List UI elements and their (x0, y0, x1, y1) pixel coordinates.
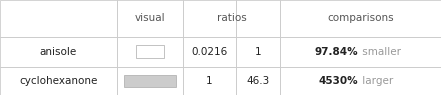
Text: 4530%: 4530% (319, 76, 358, 86)
Text: 1: 1 (254, 47, 262, 57)
Bar (0, 37, 117, 67)
Text: smaller: smaller (359, 47, 401, 57)
Text: visual: visual (135, 13, 165, 23)
Bar (117, 0, 183, 37)
Bar (183, 37, 236, 67)
Text: 46.3: 46.3 (247, 76, 269, 86)
Bar (0, 0, 117, 37)
Bar (236, 67, 280, 95)
Bar (280, 37, 441, 67)
Text: ratios: ratios (217, 13, 247, 23)
Bar (183, 67, 236, 95)
Bar (280, 0, 441, 37)
Bar (236, 0, 280, 37)
Text: comparisons: comparisons (327, 13, 394, 23)
Text: 97.84%: 97.84% (315, 47, 358, 57)
Bar (236, 37, 280, 67)
Text: 0.0216: 0.0216 (191, 47, 228, 57)
Bar (280, 67, 441, 95)
Bar (124, 75, 176, 87)
Bar (183, 0, 236, 37)
Text: anisole: anisole (40, 47, 77, 57)
Bar (0, 67, 117, 95)
Text: larger: larger (359, 76, 393, 86)
Bar (117, 37, 183, 67)
Text: cyclohexanone: cyclohexanone (19, 76, 97, 86)
Bar (117, 67, 183, 95)
Bar (136, 45, 164, 58)
Text: 1: 1 (206, 76, 213, 86)
